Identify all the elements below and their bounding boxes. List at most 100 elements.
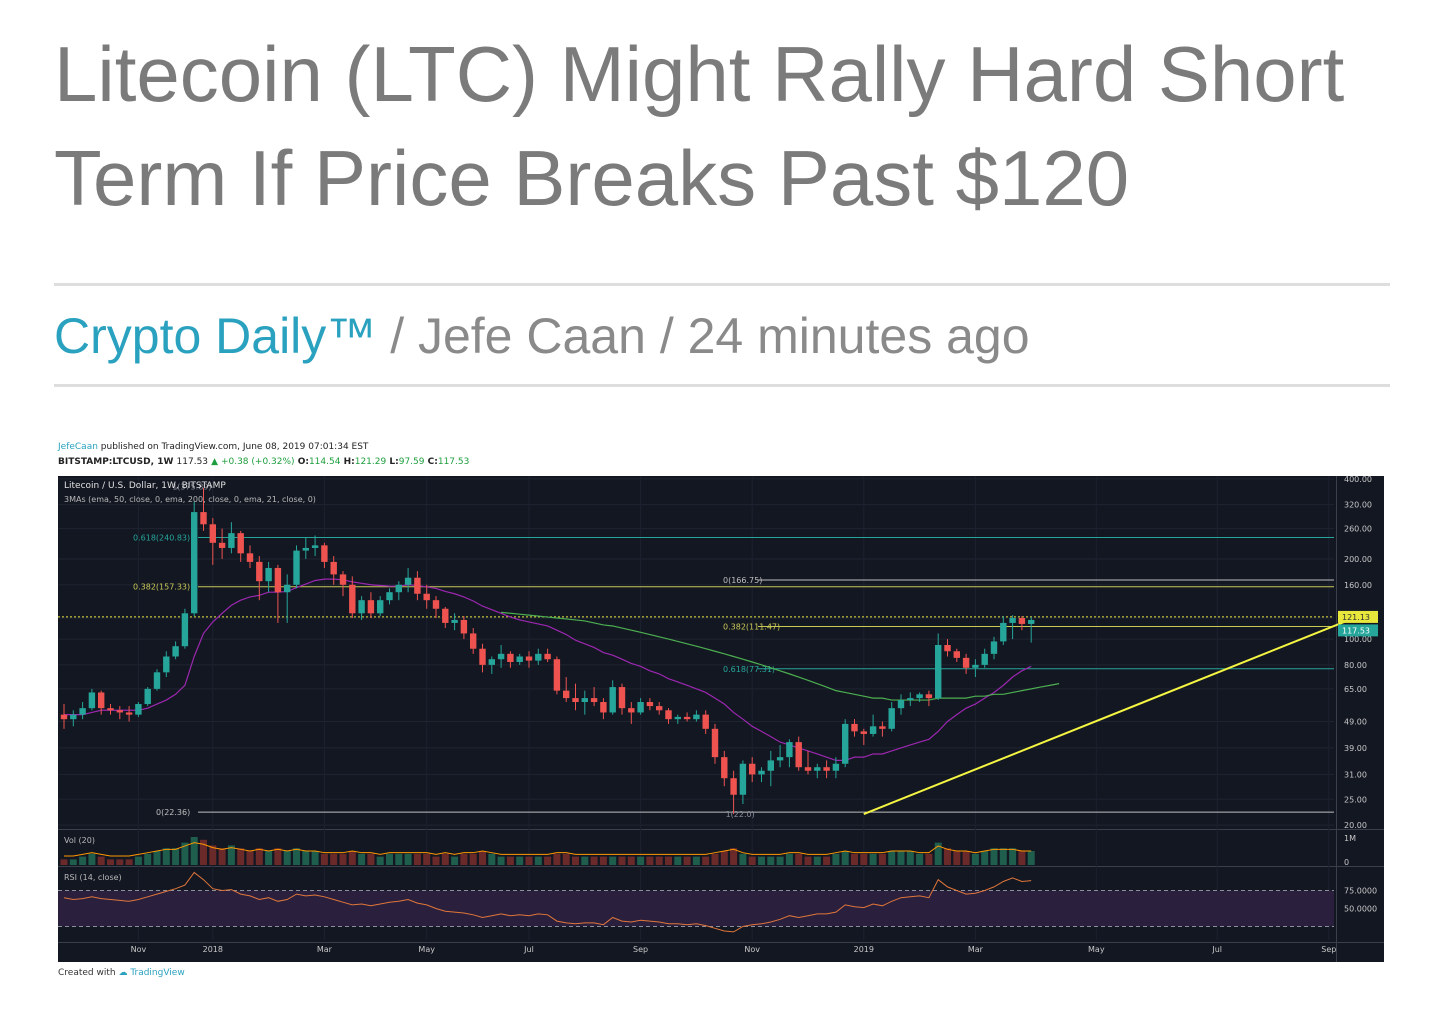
x-tick-label: May (1088, 945, 1105, 954)
volume-label: Vol (20) (64, 836, 95, 845)
candle (888, 708, 895, 729)
volume-bar (851, 853, 858, 865)
candle (88, 692, 96, 709)
volume-bar (506, 856, 514, 865)
credit-prefix: Created with (58, 968, 116, 978)
volume-bar (209, 845, 217, 865)
fib-level-label: 0.618(240.83) (133, 533, 190, 542)
volume-bar (767, 856, 775, 865)
volume-bar (841, 851, 849, 865)
volume-bar (730, 848, 738, 865)
volume-bar (413, 853, 421, 865)
volume-bar (971, 853, 979, 865)
candle (404, 577, 412, 585)
candle (702, 714, 709, 729)
candle (218, 542, 226, 548)
volume-bar (451, 856, 459, 865)
candle (302, 547, 309, 551)
candle (972, 664, 979, 668)
volume-ma-line (64, 842, 1032, 857)
price-badge (1338, 624, 1378, 637)
volume-bar (683, 856, 691, 865)
volume-bar (348, 851, 356, 865)
candle (749, 763, 756, 775)
volume-bar (302, 851, 310, 865)
volume-bar (599, 856, 607, 865)
x-tick-label: 2019 (854, 945, 874, 954)
volume-bar (237, 848, 245, 865)
volume-bar (1009, 848, 1017, 865)
volume-bar (534, 856, 542, 865)
volume-bar (265, 851, 273, 865)
candle (237, 533, 244, 554)
y-tick-label: 100.00 (1344, 635, 1372, 644)
x-tick-label: May (418, 945, 435, 954)
candle (693, 714, 700, 720)
byline-separator: / (376, 308, 418, 364)
chart-title: Litecoin / U.S. Dollar, 1W, BITSTAMP (64, 481, 226, 491)
chart-panel[interactable]: 400.00320.00260.00200.00160.00120.00100.… (58, 475, 1440, 962)
x-tick-label: Mar (317, 945, 333, 954)
candle (851, 723, 858, 732)
ohlc-h-label: H: (343, 457, 355, 467)
publisher-link[interactable]: Crypto Daily™ (54, 308, 377, 364)
chart-symbol-info: BITSTAMP:LTCUSD, 1W 117.53 ▲ +0.38 (+0.3… (58, 457, 469, 467)
x-tick-label: 2018 (203, 945, 223, 954)
volume-bar (255, 848, 263, 865)
candle (600, 702, 607, 713)
candle (739, 763, 747, 795)
volume-bar (981, 851, 989, 865)
ohlc-low: 97.59 (398, 457, 425, 467)
candle (656, 706, 663, 711)
candle (525, 656, 533, 661)
ema-50-line (501, 611, 1060, 701)
author-link[interactable]: Jefe Caan (417, 308, 646, 364)
candle (181, 613, 189, 647)
volume-bar (88, 853, 96, 865)
candle (153, 672, 161, 689)
volume-bar (469, 853, 477, 865)
candle (107, 708, 114, 711)
volume-bar (813, 856, 821, 865)
candle (377, 600, 384, 614)
volume-bar (441, 853, 449, 865)
volume-bar (339, 853, 347, 865)
candle (200, 512, 207, 525)
fib-level-label: 0.382(111.47) (723, 623, 780, 632)
candle (367, 600, 375, 614)
volume-bar (246, 851, 254, 865)
chart-figure: JefeCaan published on TradingView.com, J… (56, 436, 1440, 986)
tradingview-link[interactable]: TradingView (130, 968, 185, 978)
candle (135, 704, 142, 715)
volume-bar (562, 853, 570, 865)
ema-21-line (64, 578, 1032, 761)
candle (860, 731, 867, 734)
volume-bar (311, 851, 319, 865)
volume-bar (60, 859, 68, 865)
volume-bar (962, 851, 970, 865)
candle (962, 657, 970, 668)
x-tick-label: Jul (1211, 945, 1222, 954)
candle (897, 700, 905, 709)
volume-bar (162, 848, 170, 865)
candle (116, 710, 123, 713)
volume-bar (479, 851, 486, 865)
y-tick-label: 320.00 (1344, 501, 1372, 510)
volume-bar (869, 853, 877, 865)
candle (125, 712, 133, 715)
candle (535, 653, 542, 661)
volume-bar (367, 853, 375, 865)
volume-bar (395, 853, 403, 865)
candle (609, 687, 616, 713)
candle (590, 698, 598, 703)
volume-bar (218, 848, 226, 865)
price-chart[interactable]: 400.00320.00260.00200.00160.00120.00100.… (58, 475, 1440, 962)
chart-author[interactable]: JefeCaan (58, 442, 98, 452)
x-tick-label: Jul (523, 945, 534, 954)
volume-bar (227, 845, 235, 865)
candle (842, 723, 849, 764)
candle (386, 592, 393, 601)
fib-level-label: 0(166.75) (723, 576, 762, 585)
rsi-axis-label: 50.0000 (1344, 905, 1377, 914)
article-title-line1: Litecoin (LTC) Might Rally Hard Short (54, 30, 1345, 118)
